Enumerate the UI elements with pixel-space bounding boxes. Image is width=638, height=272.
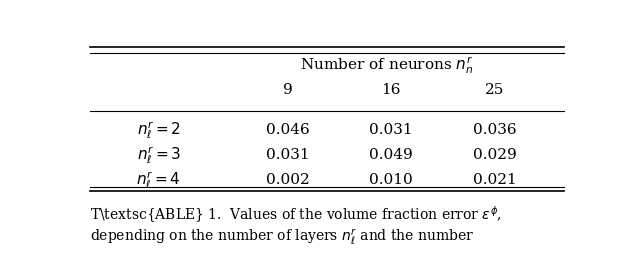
Text: 0.036: 0.036 [473, 123, 517, 137]
Text: 0.021: 0.021 [473, 173, 517, 187]
Text: 0.029: 0.029 [473, 148, 517, 162]
Text: $n_\ell^r = 2$: $n_\ell^r = 2$ [137, 119, 181, 141]
Text: 0.031: 0.031 [265, 148, 309, 162]
Text: $n_\ell^r = 3$: $n_\ell^r = 3$ [137, 144, 181, 166]
Text: Number of neurons $n_n^r$: Number of neurons $n_n^r$ [299, 54, 473, 76]
Text: 0.049: 0.049 [369, 148, 413, 162]
Text: 25: 25 [486, 83, 505, 97]
Text: 0.046: 0.046 [265, 123, 309, 137]
Text: 0.031: 0.031 [369, 123, 413, 137]
Text: 16: 16 [382, 83, 401, 97]
Text: 0.010: 0.010 [369, 173, 413, 187]
Text: T\textsc{ABLE} 1.  Values of the volume fraction error $\varepsilon^{\phi}$,: T\textsc{ABLE} 1. Values of the volume f… [89, 205, 501, 225]
Text: 0.002: 0.002 [265, 173, 309, 187]
Text: $n_\ell^r = 4$: $n_\ell^r = 4$ [137, 169, 181, 191]
Text: depending on the number of layers $n_\ell^r$ and the number: depending on the number of layers $n_\el… [89, 227, 474, 247]
Text: 9: 9 [283, 83, 292, 97]
